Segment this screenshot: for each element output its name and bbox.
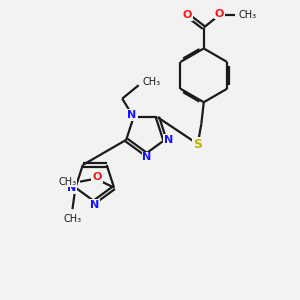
- Text: N: N: [164, 135, 173, 145]
- Text: O: O: [214, 8, 224, 19]
- Text: CH₃: CH₃: [142, 77, 160, 87]
- Text: CH₃: CH₃: [58, 177, 76, 187]
- Text: N: N: [67, 183, 76, 193]
- Text: CH₃: CH₃: [238, 10, 256, 20]
- Text: O: O: [183, 10, 192, 20]
- Text: O: O: [92, 172, 102, 182]
- Text: N: N: [142, 152, 152, 163]
- Text: N: N: [90, 200, 99, 210]
- Text: N: N: [128, 110, 137, 120]
- Text: S: S: [193, 137, 202, 151]
- Text: CH₃: CH₃: [63, 214, 82, 224]
